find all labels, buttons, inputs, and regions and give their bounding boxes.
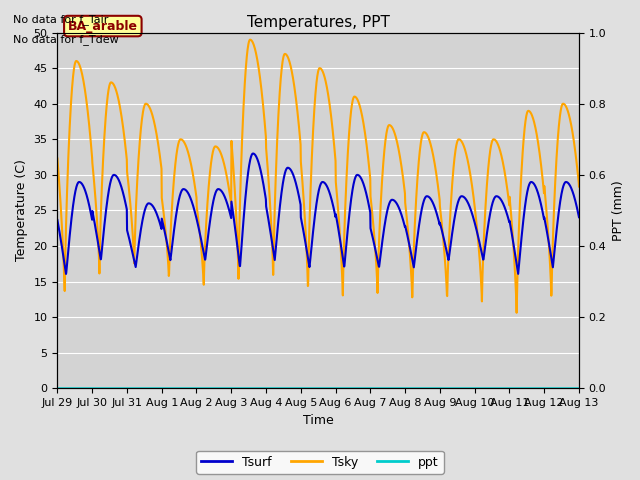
ppt [307, 385, 315, 391]
ppt [575, 385, 583, 391]
Title: Temperatures, PPT: Temperatures, PPT [247, 15, 390, 30]
Tsurf [308, 244, 316, 250]
Tsurf [575, 214, 583, 220]
ppt [293, 385, 301, 391]
ppt [80, 385, 88, 391]
Tsurf [81, 185, 88, 191]
Tsky [307, 168, 315, 174]
Line: Tsurf: Tsurf [58, 154, 579, 274]
Tsurf [560, 181, 568, 187]
Tsky [560, 101, 568, 107]
Tsky [561, 101, 568, 107]
Line: Tsky: Tsky [58, 40, 579, 313]
Text: No data for f_Tdew: No data for f_Tdew [13, 34, 118, 45]
Tsky [54, 156, 61, 161]
Tsurf [561, 180, 568, 186]
Tsurf [62, 271, 70, 277]
Tsky [246, 37, 254, 43]
Y-axis label: PPT (mm): PPT (mm) [612, 180, 625, 241]
Tsurf [294, 188, 301, 193]
Tsurf [465, 201, 472, 207]
Tsky [80, 81, 88, 87]
ppt [464, 385, 472, 391]
X-axis label: Time: Time [303, 414, 333, 427]
Tsurf [249, 151, 257, 156]
ppt [54, 385, 61, 391]
Tsky [513, 310, 520, 316]
ppt [560, 385, 568, 391]
Text: BA_arable: BA_arable [68, 20, 138, 33]
Y-axis label: Temperature (C): Temperature (C) [15, 159, 28, 262]
Tsky [575, 184, 583, 190]
Tsurf [54, 217, 61, 223]
Tsky [465, 161, 472, 167]
Legend: Tsurf, Tsky, ppt: Tsurf, Tsky, ppt [196, 451, 444, 474]
ppt [560, 385, 568, 391]
Text: No data for f_Tair: No data for f_Tair [13, 14, 108, 25]
Tsky [294, 109, 301, 115]
